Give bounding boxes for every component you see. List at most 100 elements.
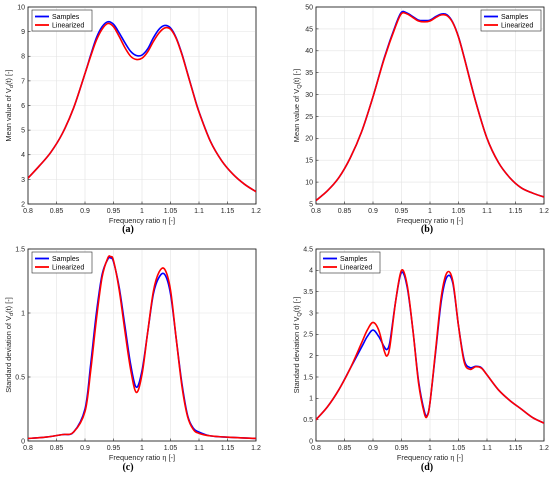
series-line-linearized (316, 269, 544, 424)
legend-label: Linearized (340, 264, 372, 271)
x-tick-label: 0.95 (107, 208, 121, 215)
x-tick-label: 0.8 (23, 208, 33, 215)
y-tick-label: 4.5 (303, 246, 313, 253)
panel-caption: (b) (421, 224, 433, 235)
y-tick-label: 15 (305, 158, 313, 165)
chart-panel: 0.8 0.85 0.9 0.95 1 1.05 1.1 1.15 1.2 0 0.5 1 1.5 2 2.… (292, 246, 549, 473)
y-tick-label: 8 (21, 54, 25, 61)
x-axis-label: Frequency ratio η [-] (109, 453, 175, 462)
legend-label: Samples (52, 256, 80, 263)
y-tick-label: 1 (309, 396, 313, 403)
x-tick-label: 0.8 (23, 445, 33, 452)
x-tick-label: 0.85 (338, 445, 352, 452)
legend-label: Linearized (52, 22, 84, 29)
y-tick-label: 5 (21, 128, 25, 135)
x-tick-label: 0.9 (368, 445, 378, 452)
x-tick-label: 1.2 (251, 208, 261, 215)
x-tick-label: 1.05 (164, 445, 178, 452)
y-tick-label: 2.5 (303, 332, 313, 339)
panel-caption: (c) (122, 462, 133, 473)
y-tick-label: 0 (309, 438, 313, 445)
y-tick-label: 3 (21, 177, 25, 184)
chart-panel: 0.8 0.85 0.9 0.95 1 1.05 1.1 1.15 1.2 0 0.5 1 1.5 Fre… (4, 246, 261, 473)
series-line-linearized (28, 22, 256, 193)
x-tick-label: 0.85 (338, 208, 352, 215)
x-tick-label: 1.15 (221, 208, 235, 215)
y-tick-label: 45 (305, 26, 313, 33)
x-tick-label: 1.2 (539, 208, 549, 215)
x-tick-label: 0.85 (50, 208, 64, 215)
y-tick-label: 40 (305, 48, 313, 55)
x-tick-label: 1.05 (164, 208, 178, 215)
panel-caption: (d) (421, 462, 433, 473)
x-tick-label: 1.05 (452, 445, 466, 452)
y-tick-label: 50 (305, 4, 313, 11)
axes-frame (27, 6, 257, 205)
x-tick-label: 1.05 (452, 208, 466, 215)
legend-label: Samples (340, 256, 368, 263)
chart-panel: 0.8 0.85 0.9 0.95 1 1.05 1.1 1.15 1.2 2 3 4 5 6 7 8 9 10 F… (4, 4, 261, 235)
y-tick-label: 2 (309, 353, 313, 360)
x-tick-label: 0.95 (395, 445, 409, 452)
y-tick-label: 1 (21, 310, 25, 317)
y-tick-label: 0 (21, 438, 25, 445)
chart-panel: 0.8 0.85 0.9 0.95 1 1.05 1.1 1.15 1.2 5 10 15 20 25 30… (292, 4, 549, 235)
x-tick-label: 1.1 (194, 445, 204, 452)
y-tick-label: 35 (305, 70, 313, 77)
x-axis-label: Frequency ratio η [-] (109, 216, 175, 225)
y-axis-label: Mean value of Vd(t) [-] (4, 69, 15, 141)
y-axis-label: Standard deviation of Vd(t) [-] (4, 297, 15, 393)
legend-label: Samples (501, 14, 529, 21)
x-tick-label: 1 (140, 445, 144, 452)
x-tick-label: 1 (140, 208, 144, 215)
y-tick-label: 6 (21, 103, 25, 110)
y-tick-label: 9 (21, 29, 25, 36)
x-tick-label: 1.15 (509, 208, 523, 215)
panel-caption: (a) (122, 224, 134, 235)
legend-label: Linearized (501, 22, 533, 29)
series-line-linearized (28, 255, 256, 440)
x-tick-label: 0.95 (107, 445, 121, 452)
x-axis-label: Frequency ratio η [-] (397, 216, 463, 225)
x-tick-label: 0.9 (368, 208, 378, 215)
y-tick-label: 3.5 (303, 289, 313, 296)
x-tick-label: 1.1 (482, 445, 492, 452)
x-tick-label: 1.15 (221, 445, 235, 452)
legend-label: Samples (52, 14, 80, 21)
y-tick-label: 1.5 (303, 374, 313, 381)
axes-frame (315, 6, 545, 205)
x-tick-label: 0.95 (395, 208, 409, 215)
x-tick-label: 0.85 (50, 445, 64, 452)
x-tick-label: 1 (428, 445, 432, 452)
y-tick-label: 10 (17, 4, 25, 11)
y-tick-label: 7 (21, 78, 25, 85)
y-tick-label: 1.5 (15, 246, 25, 253)
y-tick-label: 0.5 (15, 374, 25, 381)
legend-label: Linearized (52, 264, 84, 271)
x-tick-label: 0.8 (311, 208, 321, 215)
y-tick-label: 5 (309, 201, 313, 208)
axes-frame (315, 248, 545, 442)
x-tick-label: 0.9 (80, 445, 90, 452)
x-tick-label: 0.8 (311, 445, 321, 452)
y-tick-label: 10 (305, 180, 313, 187)
y-axis-label: Standard deviation of VQ(t) [-] (292, 297, 303, 394)
y-tick-label: 2 (21, 201, 25, 208)
y-tick-label: 20 (305, 136, 313, 143)
x-tick-label: 0.9 (80, 208, 90, 215)
y-axis-label: Mean value of VQ(t) [-] (292, 69, 303, 142)
y-tick-label: 4 (309, 268, 313, 275)
x-tick-label: 1.15 (509, 445, 523, 452)
y-tick-label: 3 (309, 310, 313, 317)
axes-frame (27, 248, 257, 442)
x-tick-label: 1.2 (539, 445, 549, 452)
x-tick-label: 1.2 (251, 445, 261, 452)
x-tick-label: 1.1 (482, 208, 492, 215)
y-tick-label: 25 (305, 114, 313, 121)
x-axis-label: Frequency ratio η [-] (397, 453, 463, 462)
series-line-linearized (316, 11, 544, 202)
y-tick-label: 0.5 (303, 417, 313, 424)
y-tick-label: 30 (305, 92, 313, 99)
y-tick-label: 4 (21, 152, 25, 159)
